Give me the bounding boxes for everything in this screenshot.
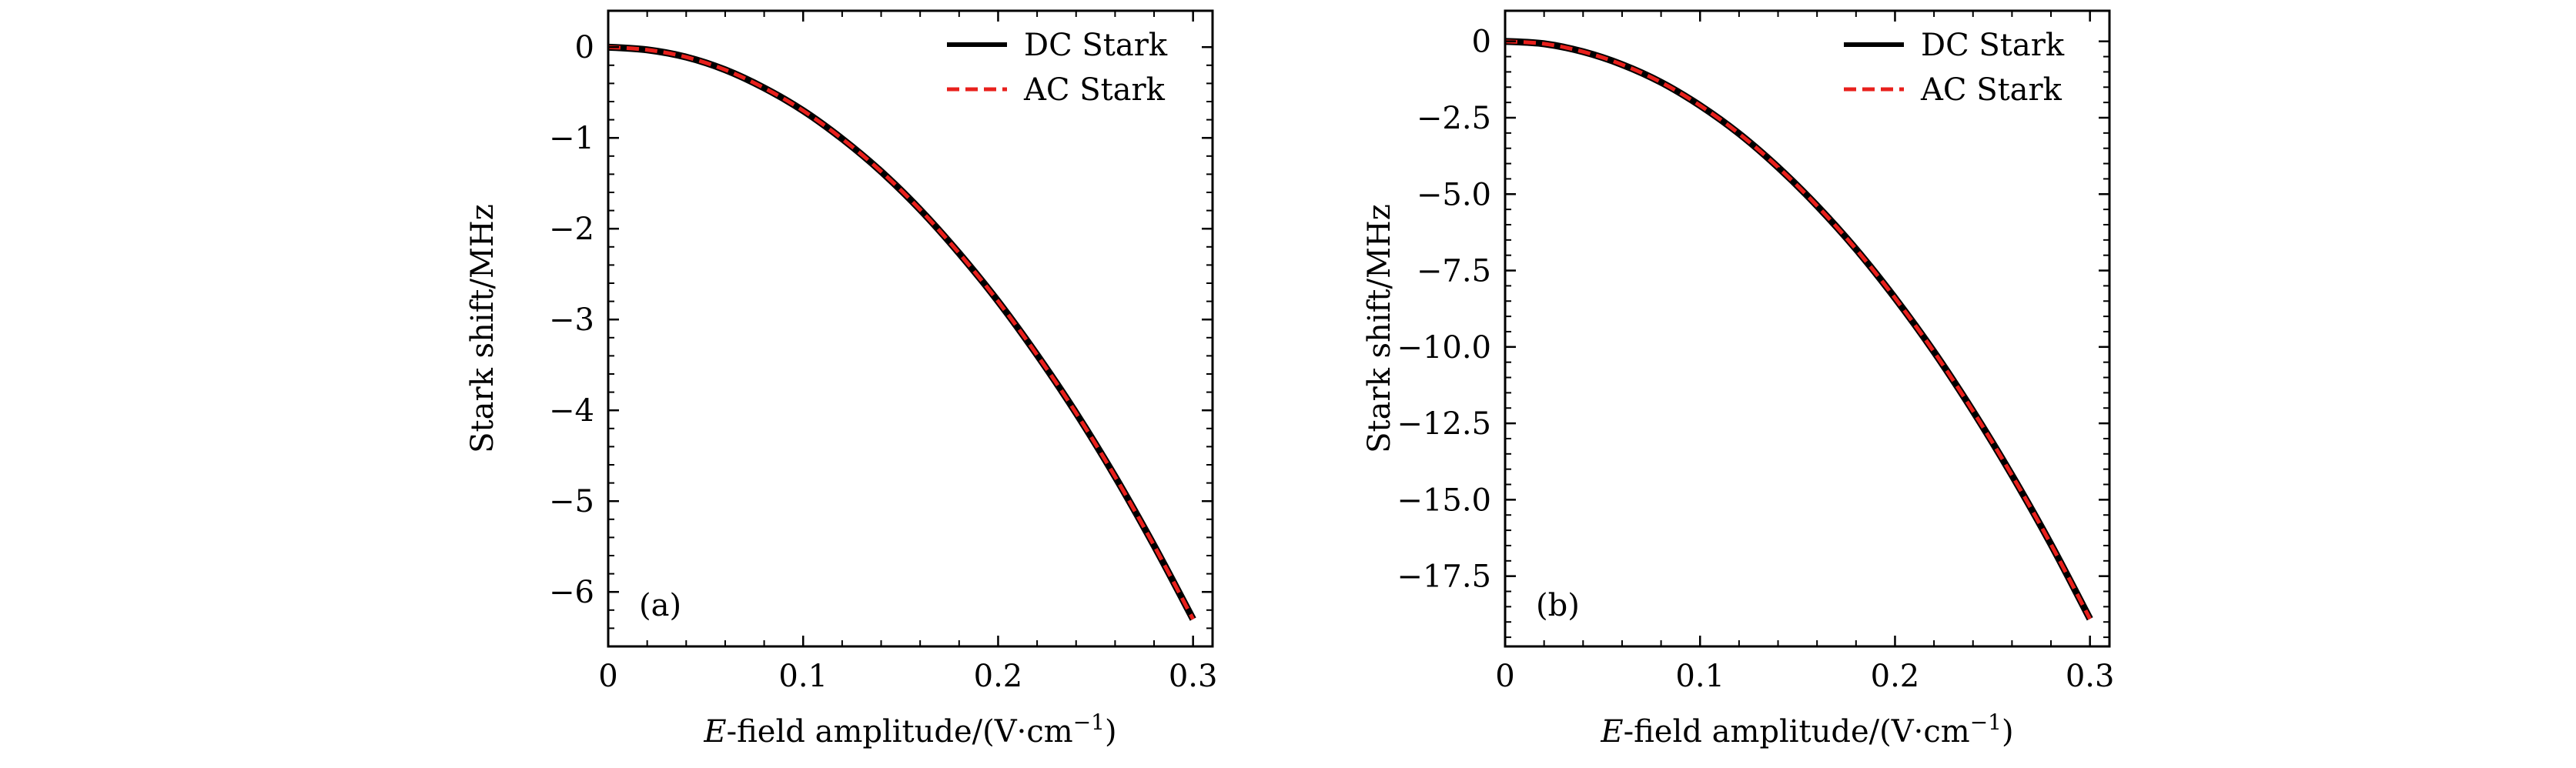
y-tick-label: −17.5 [1397, 559, 1491, 595]
legend-label-ac-stark: AC Stark [1920, 72, 2062, 108]
y-tick-label: −7.5 [1417, 254, 1491, 289]
series-line-ac-stark [1504, 39, 2092, 620]
legend-label-ac-stark: AC Stark [1023, 72, 1166, 108]
series-line-dc-stark [1504, 38, 2093, 621]
x-tick-label: 0.2 [1871, 659, 1920, 694]
x-tick-label: 0.2 [974, 659, 1023, 694]
y-tick-label: −1 [549, 121, 594, 156]
series-line-ac-stark [607, 45, 1195, 620]
x-tick-label: 0.3 [1169, 659, 1218, 694]
y-tick-label: −6 [549, 575, 594, 610]
panel-a: 0 0.1 0.2 0.3 0 −1 −2 −3 −4 −5 −6 E-field amplitude… [465, 9, 1218, 750]
y-tick-label: −3 [549, 302, 594, 338]
y-tick-label: −2.5 [1417, 101, 1491, 136]
panel-b: 0 0.1 0.2 0.3 0 −2.5 −5.0 −7.5 −10.0 −12.5 −15.0 −1… [1362, 9, 2115, 750]
x-tick-label: 0.3 [2066, 659, 2115, 694]
y-tick-label: −15.0 [1397, 483, 1491, 518]
y-axis-label: Stark shift/MHz [1362, 204, 1397, 453]
y-tick-label: −12.5 [1397, 406, 1491, 442]
panel-label: (b) [1536, 588, 1580, 623]
x-axis-label: E-field amplitude/(V·cm−1) [1600, 710, 2013, 750]
y-tick-label: −5 [549, 484, 594, 519]
plot-frame [1504, 9, 2111, 648]
y-tick-label: 0 [1472, 25, 1491, 60]
y-tick-label: −2 [549, 212, 594, 247]
x-tick-label: 0.1 [1675, 659, 1725, 694]
legend-label-dc-stark: DC Stark [1921, 28, 2065, 63]
series-line-dc-stark [607, 43, 1196, 621]
panel-label: (a) [639, 588, 681, 623]
x-tick-label: 0 [1495, 659, 1514, 694]
y-axis-label: Stark shift/MHz [465, 204, 500, 453]
y-tick-label: 0 [575, 30, 594, 65]
legend-label-dc-stark: DC Stark [1024, 28, 1168, 63]
x-tick-label: 0 [598, 659, 617, 694]
y-tick-label: −4 [549, 393, 594, 429]
y-tick-label: −10.0 [1397, 330, 1491, 366]
y-tick-label: −5.0 [1417, 177, 1491, 212]
x-axis-label: E-field amplitude/(V·cm−1) [703, 710, 1116, 750]
plot-frame [607, 9, 1214, 648]
x-tick-label: 0.1 [778, 659, 828, 694]
